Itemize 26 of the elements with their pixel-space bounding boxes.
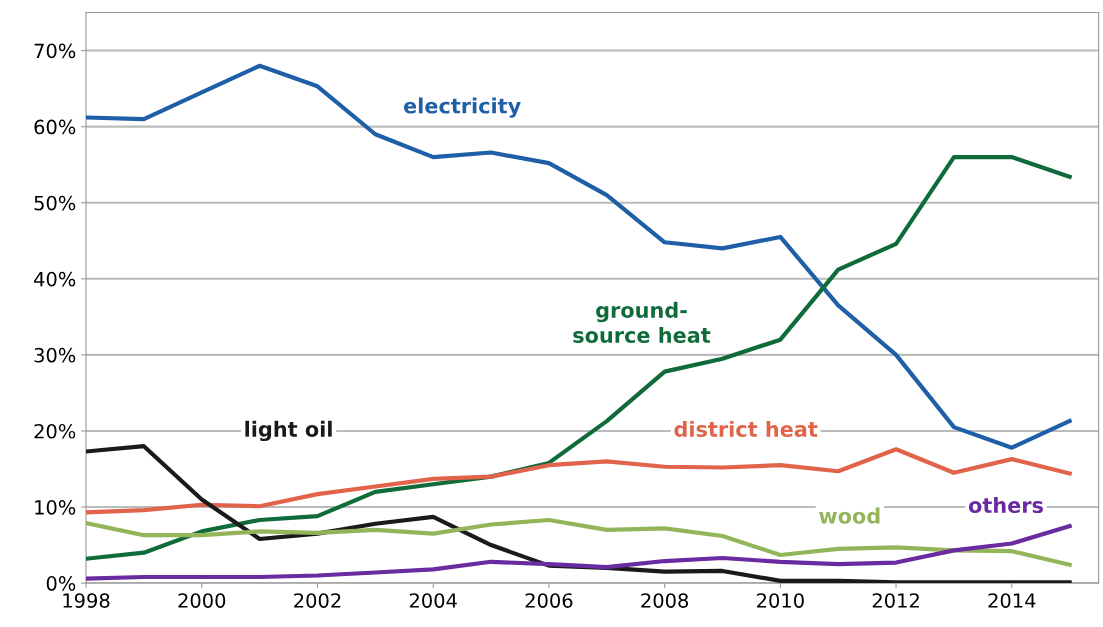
x-tick-label: 2012 [872,593,919,608]
series-label: ground- source heat [573,301,711,344]
x-tick-label: 2010 [757,593,804,608]
text: light oil [245,420,332,442]
series-label: district heat [674,420,818,437]
y-tick-label: 0% [46,576,76,591]
line-series [86,523,1072,581]
y-tick-label: 30% [34,347,76,363]
y-tick-label: 20% [34,423,76,439]
x-tick-label: 2000 [178,593,226,608]
x-tick-label: 2002 [294,593,341,608]
series-label: wood [819,507,880,524]
y-tick-label: 10% [35,499,76,515]
series-label: electricity [403,97,521,118]
y-tick-label: 60% [34,119,76,135]
x-tick-label: 2014 [988,593,1036,608]
y-tick-label: 40% [34,271,76,287]
x-tick-label: 2008 [641,593,689,608]
x-tick-label: 1998 [63,593,110,608]
y-tick-label: 50% [34,195,76,211]
series-label: others [968,496,1043,514]
line-series [86,63,1072,450]
line-series [86,154,1072,561]
x-tick-label: 2006 [525,593,573,608]
y-tick-label: 70% [34,43,76,59]
x-tick-label: 2004 [409,593,457,608]
